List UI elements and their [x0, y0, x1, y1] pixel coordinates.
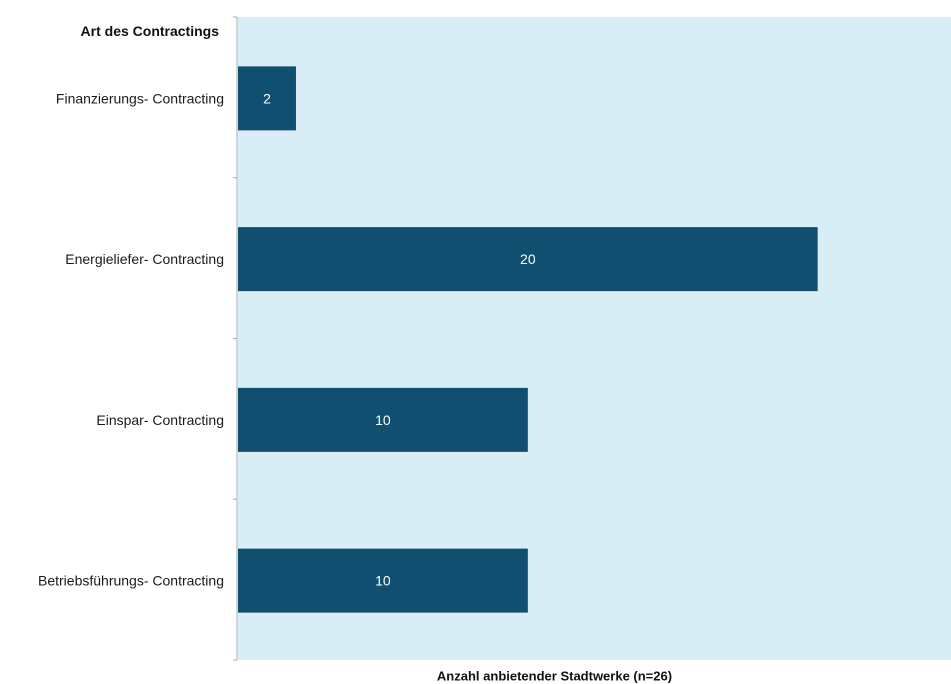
data-label: 10 [375, 573, 391, 589]
x-axis-title: Anzahl anbietender Stadtwerke (n=26) [437, 669, 672, 684]
data-label: 20 [520, 251, 536, 267]
category-label: Finanzierungs- Contracting [56, 90, 224, 106]
category-label: Energieliefer- Contracting [65, 251, 224, 267]
data-label: 2 [263, 90, 271, 106]
category-labels: Finanzierungs- Contracting Energieliefer-… [38, 90, 224, 588]
y-axis-ticks [233, 17, 237, 660]
category-label: Betriebsführungs- Contracting [38, 573, 224, 589]
data-label: 10 [375, 412, 391, 428]
category-label: Einspar- Contracting [96, 412, 224, 428]
y-axis-title: Art des Contractings [81, 23, 220, 39]
